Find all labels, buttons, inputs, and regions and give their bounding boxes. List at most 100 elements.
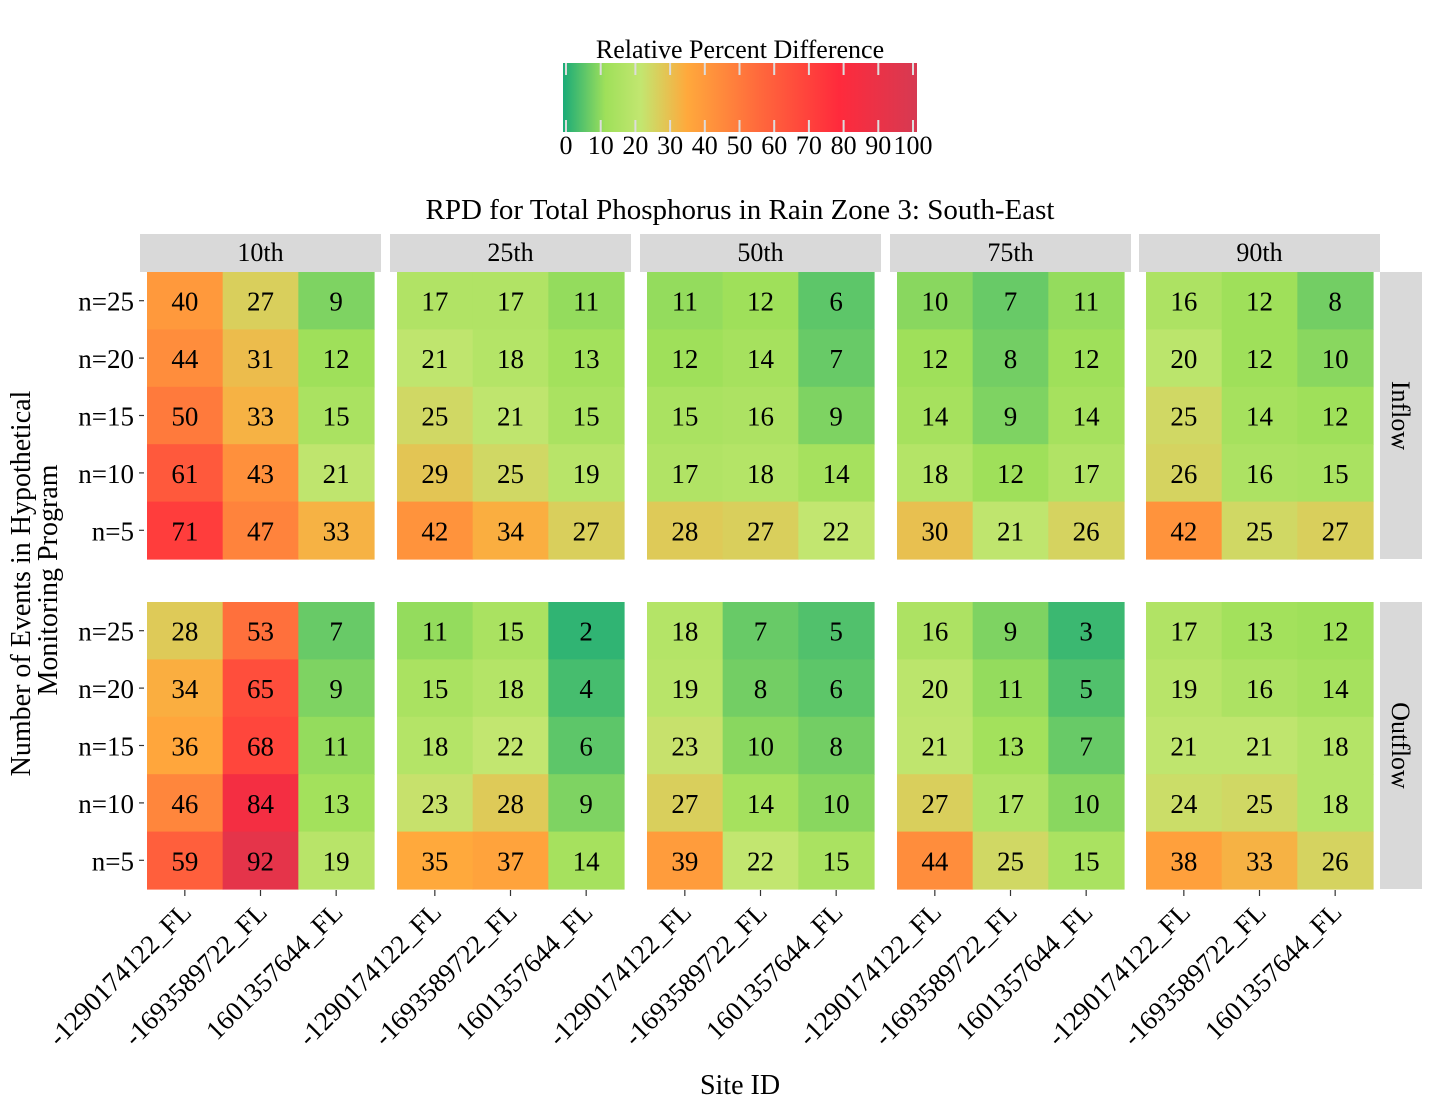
column-strip	[1139, 234, 1380, 272]
heatmap-cell	[548, 716, 625, 775]
heatmap-cell	[798, 831, 875, 890]
cell-value-label: 13	[997, 732, 1024, 762]
row-strip-label: Outflow	[1386, 702, 1415, 789]
cell-value-label: 9	[829, 402, 843, 432]
heatmap-cell	[147, 272, 224, 330]
cell-value-label: 29	[421, 459, 448, 489]
cell-value-label: 7	[329, 617, 343, 647]
cell-value-label: 17	[671, 459, 698, 489]
heatmap-cell	[798, 444, 875, 503]
cell-value-label: 12	[747, 287, 774, 317]
panel: 40 27 9 44 31 12 50 33 15 61 43 21 71 47 33	[147, 272, 375, 560]
y-tick-label: n=5	[92, 516, 134, 546]
cell-value-label: 39	[671, 846, 698, 876]
cell-value-label: 16	[921, 617, 948, 647]
heatmap-cell	[472, 501, 549, 560]
cell-value-label: 33	[247, 402, 274, 432]
cell-value-label: 65	[247, 674, 274, 704]
cell-value-label: 15	[671, 402, 698, 432]
chart-title: RPD for Total Phosphorus in Rain Zone 3:…	[426, 194, 1055, 226]
heatmap-cell	[798, 716, 875, 775]
heatmap-cell	[1221, 329, 1298, 388]
cell-value-label: 9	[1004, 617, 1018, 647]
cell-value-label: 21	[421, 344, 448, 374]
column-strip-label: 25th	[487, 238, 533, 267]
heatmap-cell	[647, 386, 724, 445]
heatmap-cell	[397, 329, 474, 388]
heatmap-cell	[298, 329, 375, 388]
cell-value-label: 22	[823, 516, 850, 546]
heatmap-cell	[1221, 831, 1298, 890]
heatmap-cell	[472, 602, 549, 660]
heatmap-cell	[972, 774, 1049, 833]
cell-value-label: 10	[747, 732, 774, 762]
cell-value-label: 25	[421, 402, 448, 432]
heatmap-cell	[397, 602, 474, 660]
panel: 17 17 11 21 18 13 25 21 15 29 25 19 42 34 27	[397, 272, 625, 560]
cell-value-label: 11	[998, 674, 1024, 704]
heatmap-cell	[897, 329, 974, 388]
heatmap-cell	[1221, 501, 1298, 560]
cell-value-label: 10	[1073, 789, 1100, 819]
cell-value-label: 25	[497, 459, 524, 489]
panel: 11 15 2 15 18 4 18 22 6 23 28 9 35 37 14	[397, 602, 625, 890]
heatmap-cell	[472, 831, 549, 890]
cell-value-label: 34	[171, 674, 199, 704]
heatmap-cell	[1146, 831, 1223, 890]
cell-value-label: 28	[497, 789, 524, 819]
cell-value-label: 21	[1246, 732, 1273, 762]
cell-value-label: 15	[497, 617, 524, 647]
heatmap-cell	[798, 386, 875, 445]
cell-value-label: 18	[497, 674, 524, 704]
heatmap-cell	[1048, 716, 1125, 775]
cell-value-label: 44	[921, 846, 949, 876]
y-tick-label: n=25	[78, 287, 134, 317]
heatmap-cell	[1297, 444, 1374, 503]
cell-value-label: 27	[247, 287, 274, 317]
legend-ticks: 0 10 20 30 40 50 60 70 80 90 100	[560, 63, 933, 160]
heatmap-cell	[798, 774, 875, 833]
column-strip	[140, 234, 381, 272]
cell-value-label: 9	[1004, 402, 1018, 432]
cell-value-label: 12	[1322, 617, 1349, 647]
heatmap-cell	[722, 444, 799, 503]
cell-value-label: 7	[829, 344, 843, 374]
cell-value-label: 8	[754, 674, 768, 704]
cell-value-label: 34	[497, 516, 525, 546]
cell-value-label: 17	[997, 789, 1024, 819]
cell-value-label: 12	[1322, 402, 1349, 432]
heatmap-cell	[548, 659, 625, 718]
cell-value-label: 14	[747, 344, 775, 374]
heatmap-cell	[548, 501, 625, 560]
cell-value-label: 24	[1170, 789, 1198, 819]
cell-value-label: 21	[921, 732, 948, 762]
y-tick-label: n=20	[78, 344, 134, 374]
heatmap-cell	[647, 659, 724, 718]
cell-value-label: 20	[921, 674, 948, 704]
cell-value-label: 16	[747, 402, 774, 432]
y-tick-label: n=15	[78, 732, 134, 762]
heatmap-cell	[722, 831, 799, 890]
heatmap-cell	[1297, 774, 1374, 833]
cell-value-label: 22	[747, 846, 774, 876]
heatmap-cell	[548, 272, 625, 330]
cell-value-label: 5	[1079, 674, 1093, 704]
heatmap-cell	[897, 716, 974, 775]
cell-value-label: 13	[323, 789, 350, 819]
cell-value-label: 33	[323, 516, 350, 546]
panel: 11 12 6 12 14 7 15 16 9 17 18 14 28 27 22	[647, 272, 875, 560]
cell-value-label: 6	[829, 287, 843, 317]
y-tick-label: n=25	[78, 617, 134, 647]
cell-value-label: 21	[1170, 732, 1197, 762]
cell-value-label: 30	[921, 516, 948, 546]
cell-value-label: 59	[171, 846, 198, 876]
heatmap-cell	[972, 831, 1049, 890]
cell-value-label: 15	[421, 674, 448, 704]
heatmap-cell	[397, 272, 474, 330]
cell-value-label: 17	[497, 287, 524, 317]
cell-value-label: 11	[672, 287, 698, 317]
cell-value-label: 42	[1170, 516, 1197, 546]
heatmap-cell	[972, 716, 1049, 775]
heatmap-cell	[798, 602, 875, 660]
